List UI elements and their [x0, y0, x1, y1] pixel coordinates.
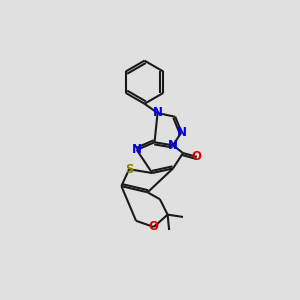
Text: N: N [168, 139, 178, 152]
Text: N: N [132, 143, 142, 157]
Text: N: N [153, 106, 163, 119]
Text: N: N [176, 126, 187, 139]
Text: O: O [192, 150, 202, 164]
Text: S: S [125, 163, 134, 176]
Text: O: O [149, 220, 159, 233]
